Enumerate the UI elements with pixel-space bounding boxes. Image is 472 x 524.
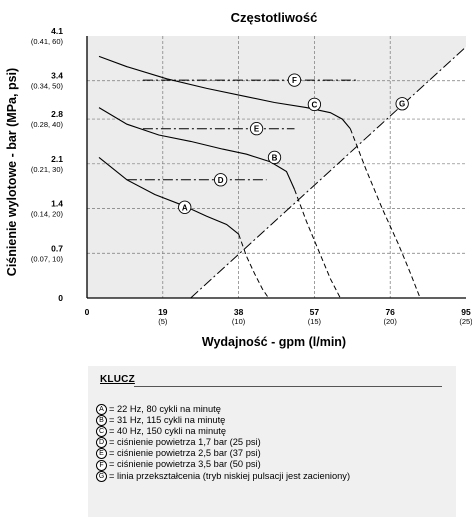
marker-label-f: F — [292, 76, 297, 85]
y-tick-label: 0.7 — [51, 243, 63, 253]
series-line-b-solid — [98, 107, 296, 190]
key-divider — [134, 386, 442, 387]
x-tick-label: 0 — [85, 307, 90, 317]
series-line-a-dashed — [238, 233, 269, 299]
y-tick-sublabel: (0.41, 60) — [31, 37, 64, 46]
marker-circle-c — [307, 97, 322, 112]
marker-circle-b — [267, 150, 282, 165]
marker-circle-g — [395, 97, 409, 111]
x-tick-sublabel: (10) — [232, 317, 246, 326]
marker-circle-d — [213, 173, 228, 187]
x-tick-label: 38 — [234, 307, 244, 317]
y-tick-label: 0 — [58, 293, 63, 303]
key-item-b: B = 31 Hz, 115 cykli na minutę — [96, 415, 350, 427]
marker-circle-f — [287, 73, 302, 87]
x-tick-sublabel: (15) — [308, 317, 322, 326]
y-tick-label: 4.1 — [51, 26, 63, 36]
key-item-c: C = 40 Hz, 150 cykli na minutę — [96, 426, 350, 438]
key-letter-d: D — [96, 437, 107, 449]
key-item-g: G = linia przekształcenia (tryb niskiej p… — [96, 471, 350, 482]
key-item-f: F = ciśnienie powietrza 3,5 bar (50 psi) — [96, 459, 350, 471]
x-axis-label: Wydajność - gpm (l/min) — [202, 335, 346, 349]
series-line-c-dashed — [349, 128, 421, 299]
y-tick-sublabel: (0.21, 30) — [31, 165, 64, 174]
curve-markers: A B C D E F G — [178, 73, 409, 214]
marker-label-c: C — [312, 100, 318, 109]
key-text-d: = ciśnienie powietrza 1,7 bar (25 psi) — [109, 437, 261, 448]
key-text-f: = ciśnienie powietrza 3,5 bar (50 psi) — [109, 459, 261, 470]
key-list: A = 22 Hz, 80 cykli na minutę B = 31 Hz, 11… — [96, 404, 350, 482]
y-tick-sublabel: (0.07, 10) — [31, 254, 64, 263]
key-text-e: = ciśnienie powietrza 2,5 bar (37 psi) — [109, 448, 261, 459]
x-tick-label: 76 — [385, 307, 395, 317]
key-letter-c: C — [96, 426, 107, 438]
series-line-c-solid — [98, 55, 351, 130]
marker-circle-a — [178, 200, 192, 214]
key-title: KLUCZ — [100, 374, 135, 385]
series-line-b-dashed — [294, 189, 341, 299]
series-lines — [98, 46, 467, 299]
key-letter-a: A — [96, 404, 107, 416]
key-text-a: = 22 Hz, 80 cykli na minutę — [109, 404, 221, 414]
y-tick-label: 2.1 — [51, 154, 63, 164]
x-tick-label: 57 — [310, 307, 320, 317]
axes — [86, 36, 466, 299]
x-tick-label: 19 — [158, 307, 168, 317]
key-item-d: D = ciśnienie powietrza 1,7 bar (25 psi) — [96, 437, 350, 449]
x-tick-label: 95 — [461, 307, 471, 317]
marker-label-d: D — [218, 176, 224, 185]
marker-label-g: G — [399, 100, 405, 109]
key-item-a: A = 22 Hz, 80 cykli na minutę — [96, 404, 350, 416]
key-text-c: = 40 Hz, 150 cykli na minutę — [109, 426, 227, 437]
tick-labels: 0 0.7(0.07, 10) 1.4(0.14, 20) 2.1(0.21, 30)… — [31, 26, 472, 326]
chart-title: Częstotliwość — [231, 10, 318, 25]
y-axis-label: Ciśnienie wylotowe - bar (MPa, psi) — [5, 68, 19, 276]
y-tick-sublabel: (0.14, 20) — [31, 210, 64, 219]
x-tick-sublabel: (20) — [384, 317, 398, 326]
marker-label-b: B — [272, 153, 278, 162]
key-letter-e: E — [96, 448, 107, 460]
low-pulse-shaded-region — [87, 36, 466, 298]
marker-circle-e — [249, 122, 264, 136]
y-tick-label: 1.4 — [51, 199, 63, 209]
y-tick-sublabel: (0.28, 40) — [31, 120, 64, 129]
series-line-g-dashdot — [190, 46, 467, 299]
marker-label-e: E — [254, 125, 260, 134]
key-letter-b: B — [96, 415, 107, 427]
key-letter-f: F — [96, 459, 107, 471]
key-letter-g: G — [96, 470, 107, 482]
y-tick-label: 2.8 — [51, 109, 63, 119]
marker-label-a: A — [182, 203, 188, 212]
key-text-b: = 31 Hz, 115 cykli na minutę — [109, 415, 226, 426]
y-tick-sublabel: (0.34, 50) — [31, 82, 64, 91]
key-text-g: = linia przekształcenia (tryb niskiej pu… — [109, 470, 351, 481]
key-item-e: E = ciśnienie powietrza 2,5 bar (37 psi) — [96, 448, 350, 460]
x-tick-sublabel: (25) — [459, 317, 472, 326]
performance-chart: 0 0.7(0.07, 10) 1.4(0.14, 20) 2.1(0.21, 30)… — [5, 10, 472, 349]
grid-lines — [87, 36, 466, 298]
x-tick-sublabel: (5) — [158, 317, 168, 326]
y-tick-label: 3.4 — [51, 71, 63, 81]
key-panel: KLUCZ A = 22 Hz, 80 cykli na minutę B = 31 … — [88, 366, 456, 517]
